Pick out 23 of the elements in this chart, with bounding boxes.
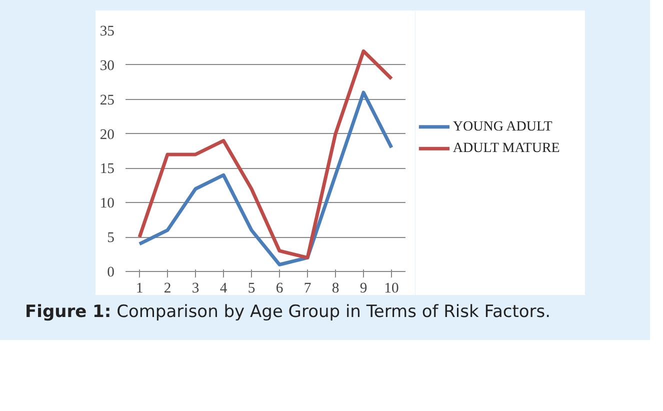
- x-tick-label: 3: [192, 280, 200, 296]
- line-series: [138, 90, 394, 266]
- x-tick-label: 10: [384, 280, 399, 296]
- y-tick-label: 35: [100, 24, 114, 40]
- x-tick-label: 7: [304, 280, 312, 296]
- legend-label: YOUNG ADULT: [452, 119, 553, 134]
- y-tick-label: 20: [100, 126, 114, 143]
- x-tick-label: 1: [136, 280, 144, 296]
- x-tick-label: 9: [360, 280, 368, 296]
- x-tick-label: 4: [220, 280, 228, 296]
- x-tick-label: 6: [276, 280, 284, 296]
- x-tick-label: 5: [248, 280, 256, 296]
- y-tick-label: 10: [100, 196, 114, 212]
- line-series: [138, 49, 394, 260]
- caption: Figure 1: Comparison by Age Group in Terms of Risk Factors.: [25, 301, 551, 324]
- y-tick-label: 25: [100, 92, 114, 108]
- y-tick-label: 0: [107, 264, 114, 280]
- x-tick-label: 8: [332, 280, 340, 296]
- y-tick-label: 15: [100, 161, 114, 178]
- legend-label: ADULT MATURE: [452, 141, 560, 156]
- y-tick-label: 5: [107, 230, 114, 246]
- x-tick-label: 2: [164, 280, 172, 296]
- y-tick-label: 30: [100, 58, 114, 74]
